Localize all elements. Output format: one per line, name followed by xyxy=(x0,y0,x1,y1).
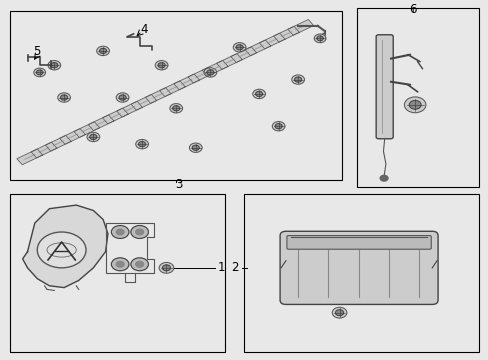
Circle shape xyxy=(116,261,124,267)
Circle shape xyxy=(233,42,245,52)
Polygon shape xyxy=(230,47,256,63)
Bar xyxy=(244,194,478,352)
Circle shape xyxy=(314,34,325,42)
Circle shape xyxy=(61,95,67,100)
Circle shape xyxy=(162,265,170,271)
Circle shape xyxy=(335,310,343,316)
Circle shape xyxy=(87,132,100,141)
Circle shape xyxy=(172,106,180,111)
Polygon shape xyxy=(188,67,213,83)
FancyBboxPatch shape xyxy=(280,231,437,305)
Circle shape xyxy=(111,226,129,238)
Polygon shape xyxy=(145,88,171,103)
Circle shape xyxy=(316,36,323,41)
Circle shape xyxy=(58,93,70,102)
Circle shape xyxy=(138,141,145,147)
Text: 5: 5 xyxy=(34,45,41,58)
Circle shape xyxy=(206,70,213,75)
Polygon shape xyxy=(202,60,227,76)
Polygon shape xyxy=(60,129,85,144)
FancyBboxPatch shape xyxy=(286,235,430,249)
Circle shape xyxy=(48,60,61,70)
Circle shape xyxy=(111,258,129,271)
Circle shape xyxy=(136,229,143,235)
Polygon shape xyxy=(131,94,156,110)
Polygon shape xyxy=(216,54,242,69)
Circle shape xyxy=(131,226,148,238)
Circle shape xyxy=(51,63,58,68)
Polygon shape xyxy=(22,205,108,288)
Polygon shape xyxy=(287,19,313,35)
Bar xyxy=(10,194,224,352)
Circle shape xyxy=(37,70,43,75)
Circle shape xyxy=(252,89,265,99)
Text: 6: 6 xyxy=(408,3,416,16)
Circle shape xyxy=(37,232,86,268)
Circle shape xyxy=(203,68,216,77)
Polygon shape xyxy=(259,33,285,49)
Circle shape xyxy=(169,104,182,113)
Circle shape xyxy=(294,77,301,82)
Circle shape xyxy=(255,91,262,96)
Text: 4: 4 xyxy=(141,23,148,36)
Polygon shape xyxy=(273,26,299,42)
Circle shape xyxy=(275,123,282,129)
Circle shape xyxy=(379,175,387,181)
Circle shape xyxy=(136,261,143,267)
Circle shape xyxy=(34,68,45,77)
Text: 2: 2 xyxy=(231,261,238,274)
Polygon shape xyxy=(117,101,142,117)
Bar xyxy=(10,12,341,180)
Circle shape xyxy=(291,75,304,84)
Polygon shape xyxy=(45,135,71,151)
FancyBboxPatch shape xyxy=(375,35,392,139)
Circle shape xyxy=(404,97,425,113)
Circle shape xyxy=(192,145,199,150)
Circle shape xyxy=(189,143,202,152)
Polygon shape xyxy=(159,81,185,96)
Circle shape xyxy=(236,45,243,50)
Bar xyxy=(356,8,478,187)
Circle shape xyxy=(272,122,285,131)
Polygon shape xyxy=(173,74,199,90)
Circle shape xyxy=(331,307,346,318)
Circle shape xyxy=(155,60,167,70)
Circle shape xyxy=(408,100,420,109)
Text: 1: 1 xyxy=(217,261,224,274)
Polygon shape xyxy=(88,115,114,131)
Circle shape xyxy=(158,63,165,68)
Circle shape xyxy=(119,95,126,100)
Circle shape xyxy=(100,48,106,54)
Circle shape xyxy=(116,229,124,235)
Polygon shape xyxy=(74,122,100,138)
Text: 3: 3 xyxy=(175,178,182,191)
Circle shape xyxy=(90,134,97,140)
Polygon shape xyxy=(244,40,270,56)
Polygon shape xyxy=(102,108,128,124)
Circle shape xyxy=(131,258,148,271)
Polygon shape xyxy=(17,149,42,165)
Circle shape xyxy=(159,262,173,273)
Circle shape xyxy=(97,46,109,55)
Circle shape xyxy=(136,139,148,149)
Circle shape xyxy=(116,93,129,102)
Polygon shape xyxy=(31,142,57,158)
